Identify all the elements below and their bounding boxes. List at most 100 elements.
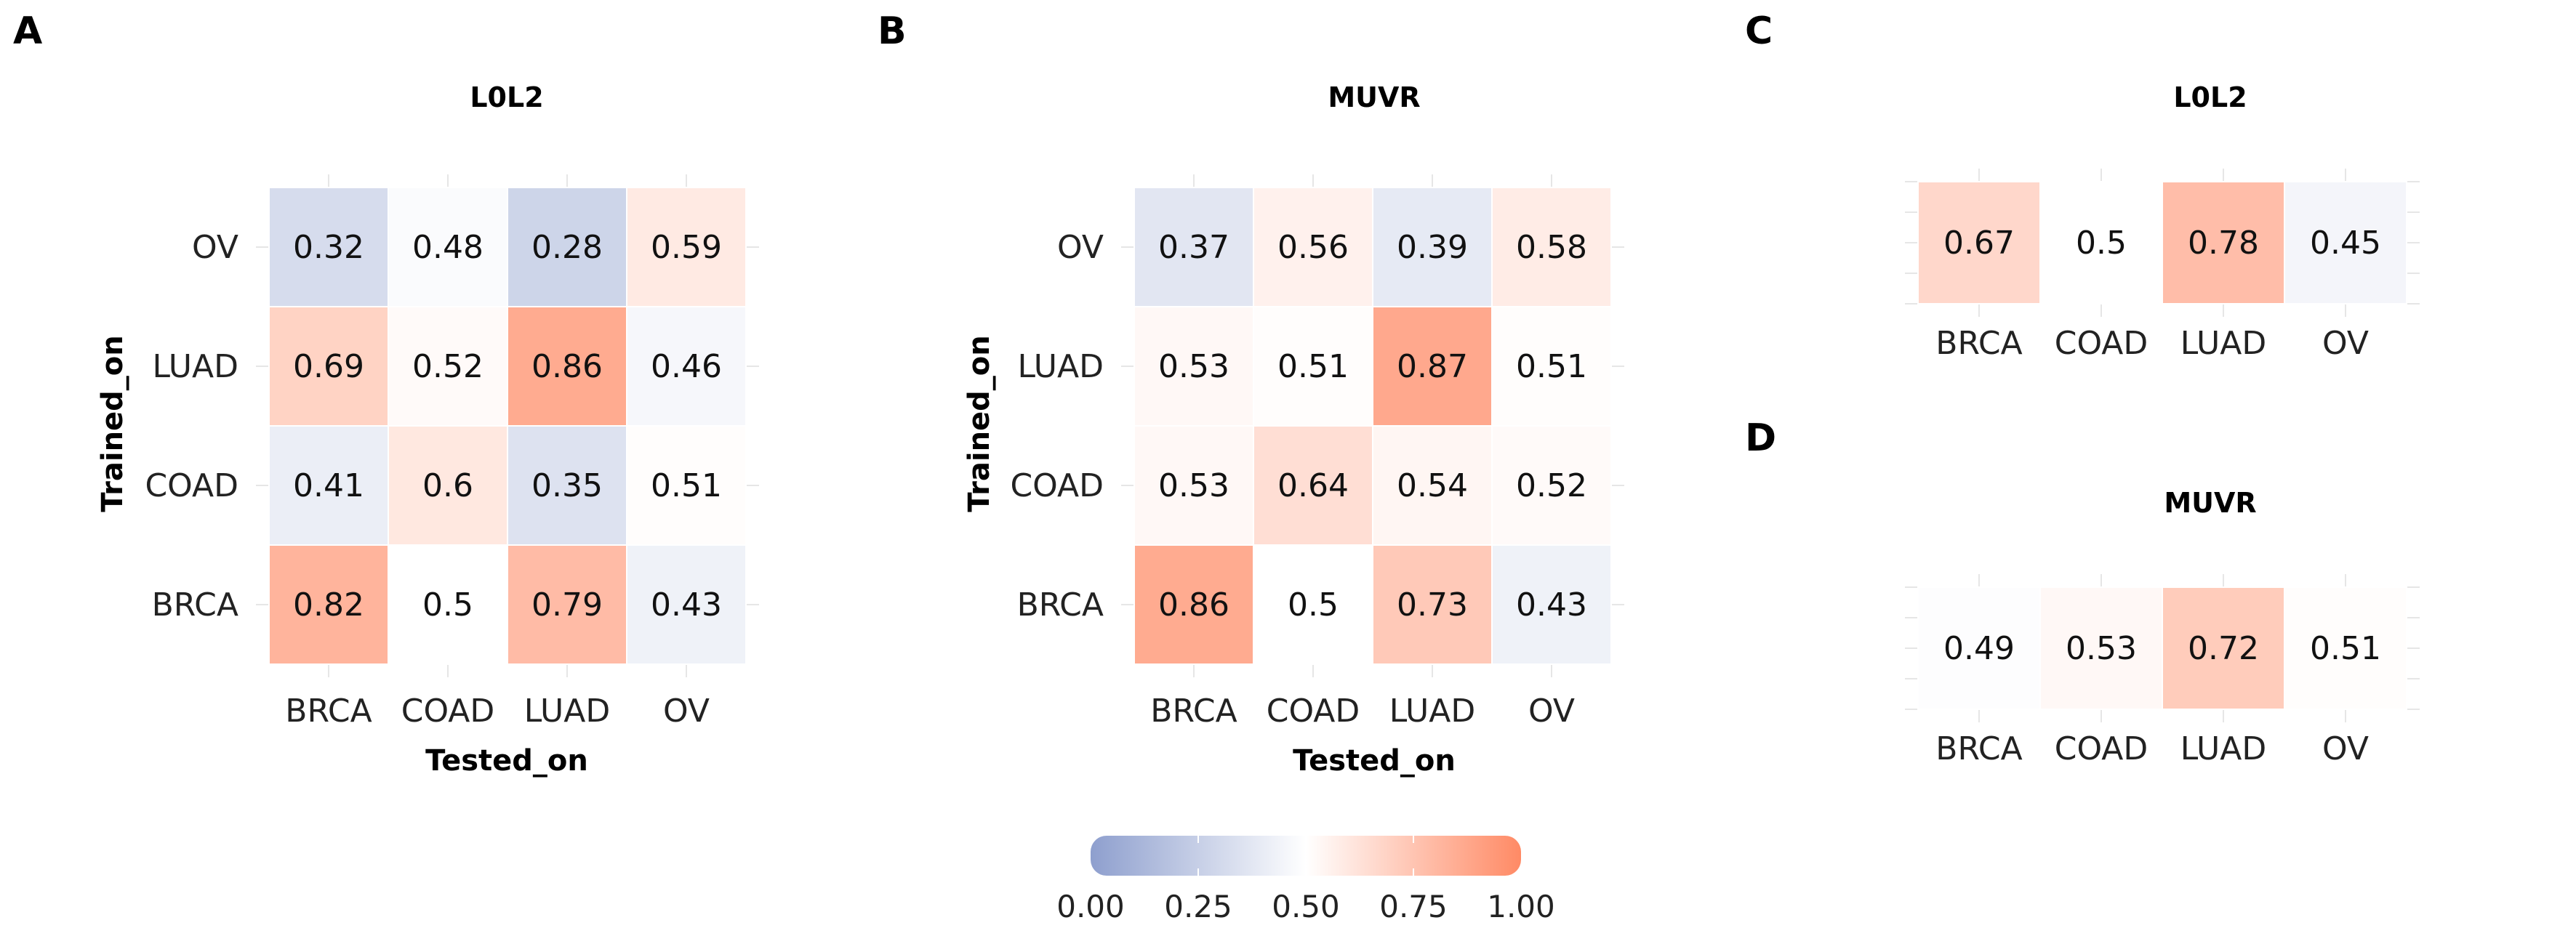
cell-value-label: 0.53 xyxy=(2066,630,2137,667)
heatmap-cell xyxy=(2162,586,2285,710)
x-tick-label: LUAD xyxy=(524,693,611,730)
panel-d-heatmap: D MUVR 0.49 0.53 0.72 0.51 BRCA COAD LUAD OV xyxy=(1745,416,2420,767)
y-tick-label: COAD xyxy=(1010,467,1104,504)
cell-value-label: 0.46 xyxy=(651,348,722,385)
cell-value-label: 0.58 xyxy=(1516,229,1587,266)
y-tick-label: COAD xyxy=(145,467,238,504)
cell-value-label: 0.35 xyxy=(531,467,603,504)
cell-value-label: 0.49 xyxy=(1943,630,2015,667)
chart-title: L0L2 xyxy=(470,81,543,113)
heatmap-cell xyxy=(1253,425,1373,546)
cell-value-label: 0.5 xyxy=(2076,225,2127,262)
heatmap-cell xyxy=(1253,187,1373,307)
y-tick-label: LUAD xyxy=(1017,348,1104,385)
cell-value-label: 0.53 xyxy=(1158,467,1229,504)
cell-value-label: 0.78 xyxy=(2188,225,2259,262)
chart-title: L0L2 xyxy=(2173,81,2247,113)
x-tick-label: BRCA xyxy=(285,693,372,730)
x-tick-label: BRCA xyxy=(1150,693,1237,730)
y-tick-label: OV xyxy=(192,229,238,266)
heatmap-cell xyxy=(626,425,747,546)
x-tick-label: COAD xyxy=(401,693,495,730)
cell-value-label: 0.39 xyxy=(1397,229,1468,266)
color-legend: 0.00 0.25 0.50 0.75 1.00 xyxy=(1056,836,1555,924)
legend-colorbar xyxy=(1091,836,1521,876)
cell-value-label: 0.45 xyxy=(2310,225,2381,262)
y-axis-title: Trained_on xyxy=(96,335,129,512)
heatmap-cell xyxy=(388,187,508,307)
x-tick-label: OV xyxy=(2322,325,2369,362)
x-axis-title: Tested_on xyxy=(425,744,588,778)
legend-tick-label: 0.25 xyxy=(1164,889,1232,924)
heatmap-cell xyxy=(2039,586,2163,710)
panel-letter: A xyxy=(13,9,42,53)
cell-value-label: 0.6 xyxy=(422,467,473,504)
heatmap-cell xyxy=(268,544,389,665)
x-tick-label: LUAD xyxy=(1389,693,1476,730)
cell-value-label: 0.37 xyxy=(1158,229,1229,266)
heatmap-cell xyxy=(2284,181,2407,304)
heatmap-cell xyxy=(1491,425,1612,546)
heatmap-cell xyxy=(388,544,508,665)
x-tick-label: OV xyxy=(1528,693,1575,730)
x-tick-label: LUAD xyxy=(2180,325,2267,362)
heatmap-cell xyxy=(626,306,747,427)
heatmap-cell xyxy=(1491,306,1612,427)
x-tick-label: LUAD xyxy=(2180,730,2267,767)
heatmap-cell xyxy=(2284,586,2407,710)
panel-b-heatmap: B MUVR 0.37 0.56 0.39 0.58 0.53 0.51 0.87 0.51 0… xyxy=(878,9,1624,778)
heatmap-cell xyxy=(507,544,627,665)
heatmap-cell xyxy=(1491,187,1612,307)
heatmap-cell xyxy=(1253,306,1373,427)
x-tick-label: COAD xyxy=(1267,693,1360,730)
cell-value-label: 0.5 xyxy=(1288,586,1339,624)
heatmap-cell xyxy=(268,187,389,307)
cell-value-label: 0.72 xyxy=(2188,630,2259,667)
heatmap-cell xyxy=(626,187,747,307)
cell-value-label: 0.82 xyxy=(293,586,364,624)
heatmap-cell xyxy=(1253,544,1373,665)
cell-value-label: 0.41 xyxy=(293,467,364,504)
legend-tick-label: 1.00 xyxy=(1487,889,1555,924)
cell-value-label: 0.51 xyxy=(651,467,722,504)
heatmap-cell xyxy=(388,306,508,427)
x-tick-label: COAD xyxy=(2055,730,2148,767)
heatmap-cell xyxy=(2162,181,2285,304)
cell-value-label: 0.52 xyxy=(412,348,483,385)
x-tick-label: OV xyxy=(2322,730,2369,767)
cell-value-label: 0.86 xyxy=(531,348,603,385)
x-tick-label: BRCA xyxy=(1935,325,2022,362)
heatmap-cell xyxy=(1917,181,2041,304)
cell-value-label: 0.73 xyxy=(1397,586,1468,624)
cell-value-label: 0.86 xyxy=(1158,586,1229,624)
cell-value-label: 0.51 xyxy=(2310,630,2381,667)
legend-tick-label: 0.00 xyxy=(1056,889,1125,924)
x-tick-label: OV xyxy=(663,693,710,730)
chart-title: MUVR xyxy=(2164,487,2256,519)
panel-letter: D xyxy=(1745,416,1776,460)
heatmap-cell xyxy=(1372,425,1493,546)
cell-value-label: 0.43 xyxy=(651,586,722,624)
x-axis-title: Tested_on xyxy=(1293,744,1456,778)
y-tick-label: BRCA xyxy=(1017,586,1104,624)
heatmap-cell xyxy=(507,425,627,546)
heatmap-cell xyxy=(626,544,747,665)
heatmap-cell xyxy=(1133,187,1254,307)
cell-value-label: 0.54 xyxy=(1397,467,1468,504)
panel-a-heatmap: A L0L2 0.32 0.48 0.28 0.59 0.69 0.52 0.86 0.46 0… xyxy=(13,9,759,778)
cell-value-label: 0.87 xyxy=(1397,348,1468,385)
legend-tick-label: 0.75 xyxy=(1379,889,1448,924)
cell-value-label: 0.5 xyxy=(422,586,473,624)
heatmap-cell xyxy=(1372,306,1493,427)
cell-value-label: 0.69 xyxy=(293,348,364,385)
panel-letter: B xyxy=(878,9,907,53)
heatmap-cell xyxy=(1133,306,1254,427)
y-axis-title: Trained_on xyxy=(963,335,996,512)
legend-tick-label: 0.50 xyxy=(1272,889,1340,924)
heatmap-cell xyxy=(507,306,627,427)
cell-value-label: 0.59 xyxy=(651,229,722,266)
chart-title: MUVR xyxy=(1328,81,1420,113)
cell-value-label: 0.43 xyxy=(1516,586,1587,624)
cell-value-label: 0.48 xyxy=(412,229,483,266)
